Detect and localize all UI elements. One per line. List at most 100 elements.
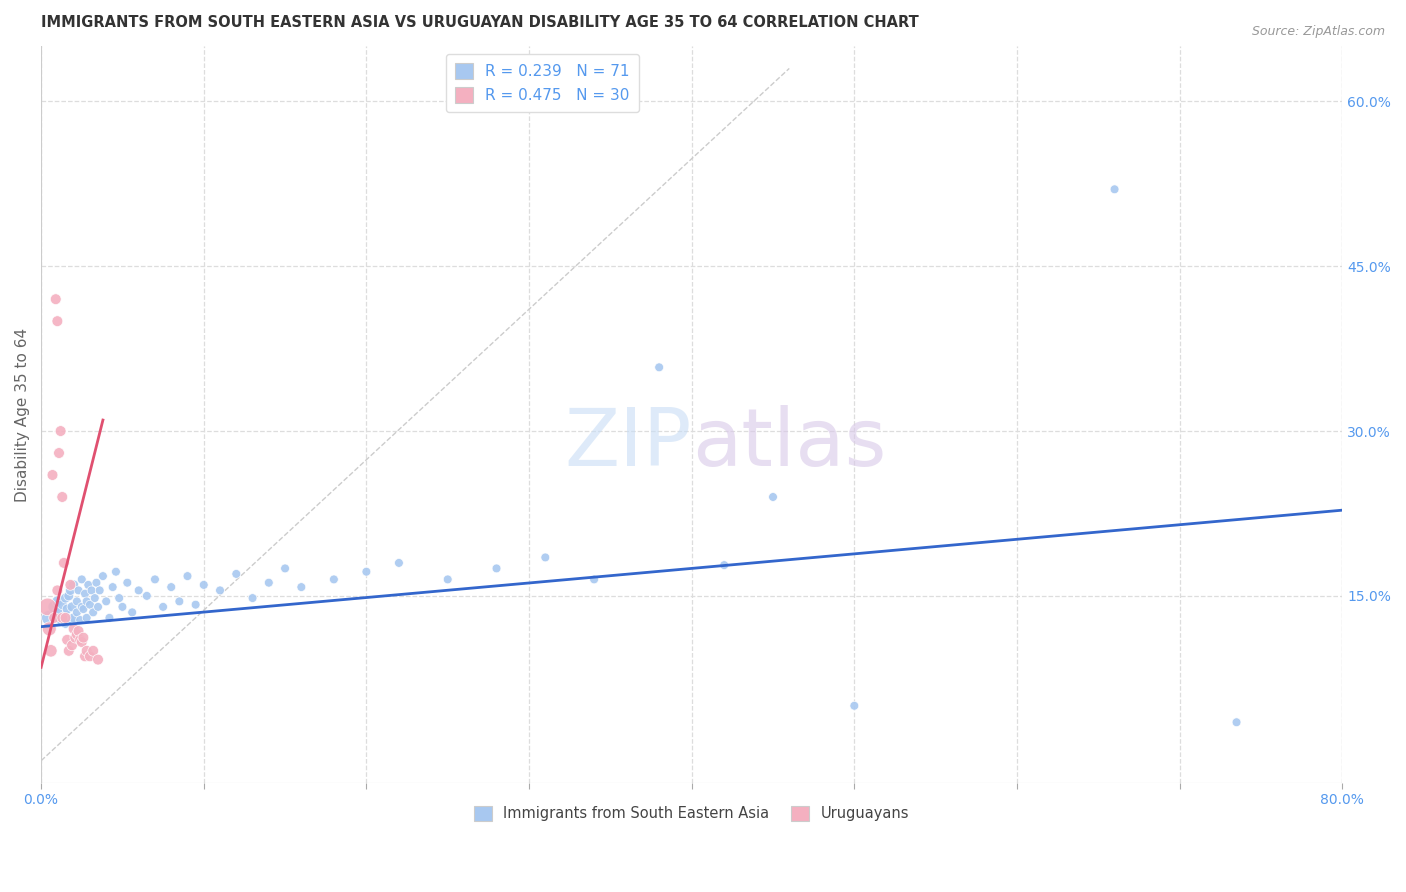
- Text: Source: ZipAtlas.com: Source: ZipAtlas.com: [1251, 25, 1385, 38]
- Text: IMMIGRANTS FROM SOUTH EASTERN ASIA VS URUGUAYAN DISABILITY AGE 35 TO 64 CORRELAT: IMMIGRANTS FROM SOUTH EASTERN ASIA VS UR…: [41, 15, 920, 30]
- Point: [58, 644, 80, 658]
- Point: [67, 583, 90, 598]
- Point: [67, 624, 90, 638]
- Point: [42, 599, 65, 614]
- Point: [56, 602, 79, 616]
- Point: [76, 594, 98, 608]
- Point: [66, 606, 89, 620]
- Point: [176, 569, 198, 583]
- Point: [56, 632, 79, 647]
- Point: [128, 583, 150, 598]
- Point: [59, 613, 82, 627]
- Point: [65, 631, 87, 645]
- Point: [69, 613, 91, 627]
- Point: [135, 589, 157, 603]
- Point: [534, 550, 557, 565]
- Point: [290, 580, 312, 594]
- Point: [38, 622, 60, 636]
- Point: [98, 611, 121, 625]
- Point: [121, 606, 143, 620]
- Point: [76, 611, 98, 625]
- Point: [51, 490, 73, 504]
- Point: [87, 652, 110, 666]
- Point: [62, 578, 84, 592]
- Point: [762, 490, 785, 504]
- Point: [49, 613, 72, 627]
- Point: [242, 591, 264, 605]
- Point: [37, 599, 59, 614]
- Y-axis label: Disability Age 35 to 64: Disability Age 35 to 64: [15, 327, 30, 501]
- Point: [101, 580, 124, 594]
- Point: [70, 635, 93, 649]
- Point: [48, 446, 70, 460]
- Point: [152, 599, 174, 614]
- Point: [76, 644, 98, 658]
- Point: [80, 583, 103, 598]
- Point: [485, 561, 508, 575]
- Point: [46, 594, 69, 608]
- Point: [62, 611, 84, 625]
- Point: [46, 583, 69, 598]
- Point: [59, 578, 82, 592]
- Point: [52, 556, 75, 570]
- Point: [45, 292, 67, 306]
- Point: [274, 561, 297, 575]
- Point: [66, 594, 89, 608]
- Point: [73, 649, 96, 664]
- Point: [322, 573, 344, 587]
- Point: [184, 598, 207, 612]
- Point: [844, 698, 866, 713]
- Point: [111, 599, 134, 614]
- Point: [72, 631, 94, 645]
- Point: [225, 566, 247, 581]
- Point: [70, 599, 93, 614]
- Point: [1104, 182, 1126, 196]
- Point: [648, 360, 671, 375]
- Point: [58, 589, 80, 603]
- Point: [713, 558, 735, 573]
- Point: [208, 583, 231, 598]
- Point: [59, 583, 82, 598]
- Point: [72, 602, 94, 616]
- Point: [60, 599, 83, 614]
- Point: [39, 644, 62, 658]
- Point: [62, 622, 84, 636]
- Point: [356, 565, 378, 579]
- Point: [169, 594, 191, 608]
- Legend: Immigrants from South Eastern Asia, Uruguayans: Immigrants from South Eastern Asia, Urug…: [468, 800, 915, 827]
- Point: [41, 468, 63, 483]
- Point: [51, 611, 73, 625]
- Point: [87, 599, 110, 614]
- Point: [96, 594, 118, 608]
- Point: [104, 565, 127, 579]
- Point: [79, 598, 101, 612]
- Point: [46, 314, 69, 328]
- Point: [86, 575, 108, 590]
- Point: [46, 606, 69, 620]
- Point: [73, 587, 96, 601]
- Point: [143, 573, 166, 587]
- Point: [117, 575, 139, 590]
- Point: [42, 611, 65, 625]
- Point: [436, 573, 458, 587]
- Point: [82, 606, 104, 620]
- Point: [49, 424, 72, 438]
- Point: [257, 575, 280, 590]
- Point: [82, 644, 104, 658]
- Text: atlas: atlas: [692, 405, 886, 483]
- Text: ZIP: ZIP: [564, 405, 692, 483]
- Point: [51, 598, 73, 612]
- Point: [55, 616, 77, 631]
- Point: [79, 649, 101, 664]
- Point: [83, 591, 105, 605]
- Point: [91, 569, 114, 583]
- Point: [55, 591, 77, 605]
- Point: [89, 583, 111, 598]
- Point: [69, 632, 91, 647]
- Point: [583, 573, 606, 587]
- Point: [193, 578, 215, 592]
- Point: [70, 573, 93, 587]
- Point: [55, 611, 77, 625]
- Point: [77, 578, 100, 592]
- Point: [388, 556, 411, 570]
